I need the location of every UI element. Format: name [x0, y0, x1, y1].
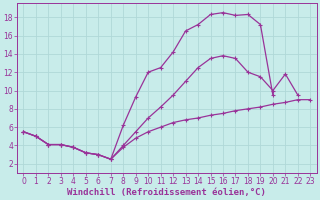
X-axis label: Windchill (Refroidissement éolien,°C): Windchill (Refroidissement éolien,°C) [68, 188, 266, 197]
